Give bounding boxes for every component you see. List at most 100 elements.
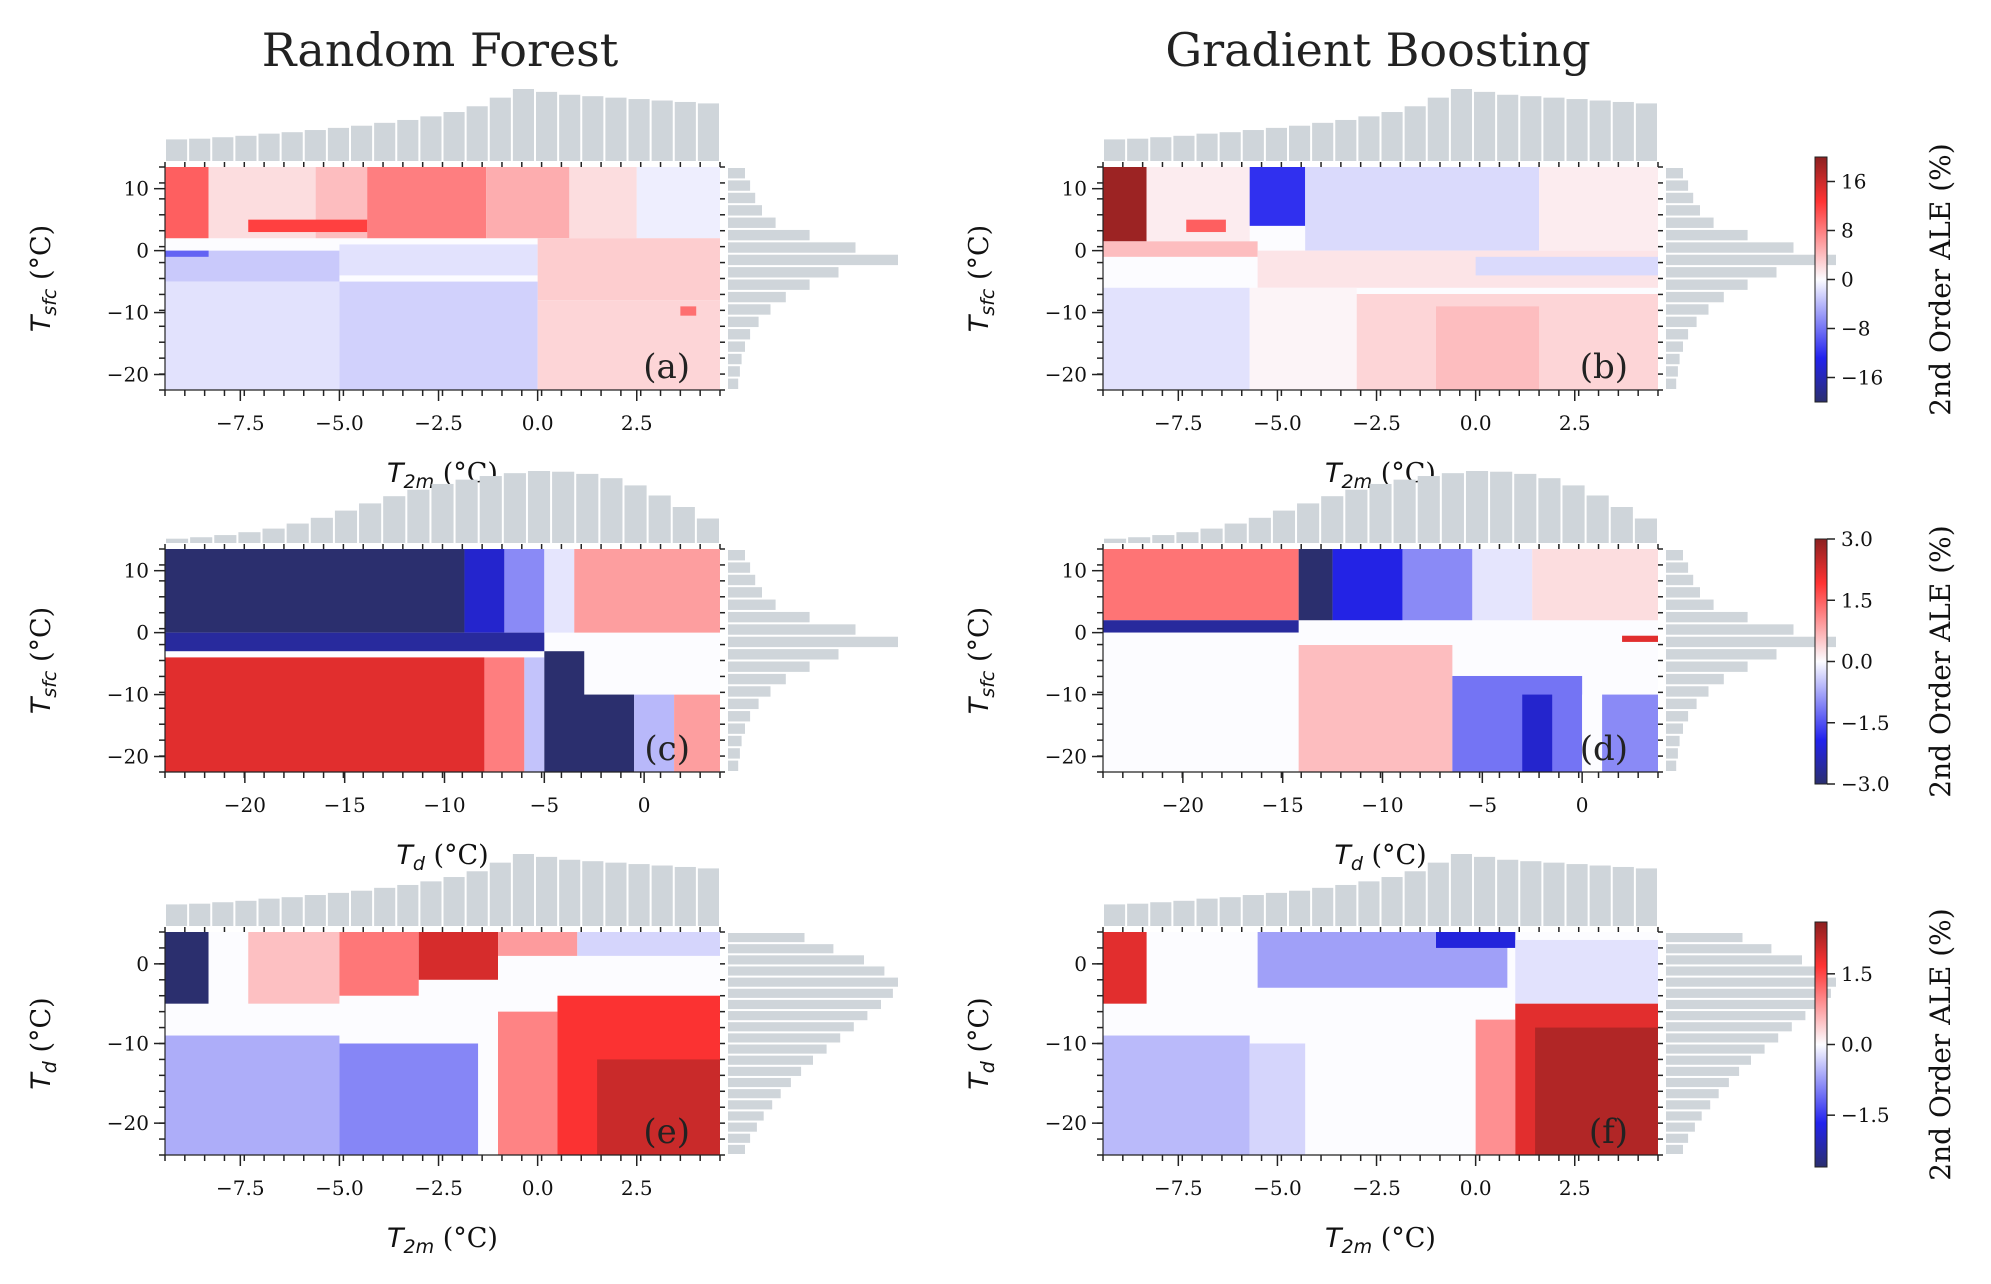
x-histogram-bar [304,130,326,161]
heatmap-cell [1535,1027,1658,1155]
y-histogram-bar [728,1144,745,1154]
x-histogram-bar [466,106,488,161]
heatmap-cell [478,1027,498,1155]
x-histogram-bar [258,898,280,926]
y-histogram-bar [728,636,898,648]
x-histogram-bar [503,473,526,543]
x-tick-label: 2.5 [621,1176,653,1200]
colorbar-tick-label: −1.5 [1841,1103,1890,1127]
y-histogram-bar [1666,192,1694,204]
y-tick-label: −10 [107,301,149,325]
x-histogram-bar [286,523,309,543]
x-histogram-bar [697,868,719,926]
y-histogram-bar [1666,267,1777,278]
y-histogram-bar [1666,711,1689,722]
x-histogram-bar [466,871,488,926]
x-histogram-bar [582,861,604,926]
y-histogram-bar [728,587,762,598]
y-histogram-bar [1666,1011,1806,1021]
x-tick-label: −5 [530,793,559,817]
heatmap-cell [1522,694,1553,772]
y-histogram-bar [728,254,898,266]
x-histogram-bar [605,97,627,161]
x-tick-label: 2.5 [1559,1176,1591,1200]
y-histogram-bar [728,711,751,722]
y-histogram-bar [1666,611,1748,623]
heatmap-cell [584,638,720,695]
x-histogram-bar [1289,890,1311,926]
heatmap-cell [484,657,525,772]
heatmap-cell [208,932,249,1028]
y-histogram-bar [1666,748,1678,759]
colorbar-tick-label: 0.0 [1841,1033,1873,1057]
colorbar-gradient [1814,921,1828,1168]
y-histogram-bar [728,1111,764,1121]
y-histogram-bar [728,562,751,573]
x-histogram-bar [1297,503,1320,543]
heatmap-cell [339,244,538,276]
x-histogram-bar [1610,507,1633,543]
colorbar: 1.5 0.0 −1.5 2nd Order ALE (%) [1814,908,1957,1181]
x-histogram-bar [674,101,696,161]
x-histogram-bar [166,538,189,543]
x-histogram-bar [479,476,502,543]
y-tick-label: −20 [107,745,149,769]
y-axis-label: Tsfc (°C) [26,225,61,332]
x-histogram-bar [1358,881,1380,926]
x-histogram-bar [334,510,358,543]
x-histogram-bar [166,904,188,926]
panels: −7.5 −5.0 −2.5 0.0 2.5 10 0 −10 −20 T2m (°C) Tsfc … [26,89,1957,1258]
y-histogram-bar [1666,329,1689,340]
heatmap-cell [1436,306,1540,390]
x-histogram-bar [166,139,188,161]
x-tick-label: −5 [1468,793,1497,817]
x-histogram-bar [1242,895,1264,926]
y-histogram-bar [1666,1133,1689,1143]
x-histogram-bar [1450,89,1472,161]
y-histogram-bar [1666,686,1709,697]
x-histogram-bar [351,125,373,161]
x-histogram-bar [420,881,442,926]
colorbar-tick-label: 1.5 [1841,962,1873,986]
x-histogram-bar [512,89,534,161]
y-tick-label: −10 [107,1032,149,1056]
x-histogram-bar [397,884,419,926]
x-histogram-bar [212,137,234,161]
y-histogram-bar [1666,599,1714,610]
x-tick-label: −2.5 [414,1176,463,1200]
heatmap-cell [1436,932,1516,948]
heatmap-cell [680,306,697,316]
x-histogram-bar [1104,904,1126,926]
x-histogram-bar [1490,471,1513,543]
y-histogram-bar [1666,304,1709,315]
y-histogram-bar [728,1022,854,1032]
x-histogram-bar [651,100,673,161]
heatmap-cell [1103,241,1258,257]
y-histogram-bar [728,1066,802,1076]
y-tick-label: −10 [1045,301,1087,325]
x-histogram-bar [407,489,430,543]
y-histogram-bar [1666,1022,1792,1032]
y-histogram-bar [1666,977,1836,987]
y-histogram-bar [1666,1100,1711,1110]
heatmap-cell [165,549,465,633]
x-histogram-bar [1265,127,1287,161]
y-tick-label: −20 [107,363,149,387]
y-tick-label: 0 [1074,952,1087,976]
x-tick-label: 0.0 [522,411,554,435]
x-axis-label: Td (°C) [1334,840,1426,875]
x-histogram-bar [536,91,558,161]
colorbar-tick-label: 8 [1841,219,1854,243]
y-tick-label: 0 [1074,239,1087,263]
y-tick-label: 10 [124,559,149,583]
y-histogram-bar [1666,1122,1695,1132]
y-histogram-bar [728,329,751,340]
y-histogram-bar [1666,562,1689,573]
x-histogram-bar [489,862,511,926]
y-histogram-bar [1666,649,1777,660]
heatmap-cell [577,932,720,956]
y-histogram-bar [728,1133,751,1143]
x-histogram-bar [1128,537,1151,543]
heatmap-cell [339,1043,479,1155]
